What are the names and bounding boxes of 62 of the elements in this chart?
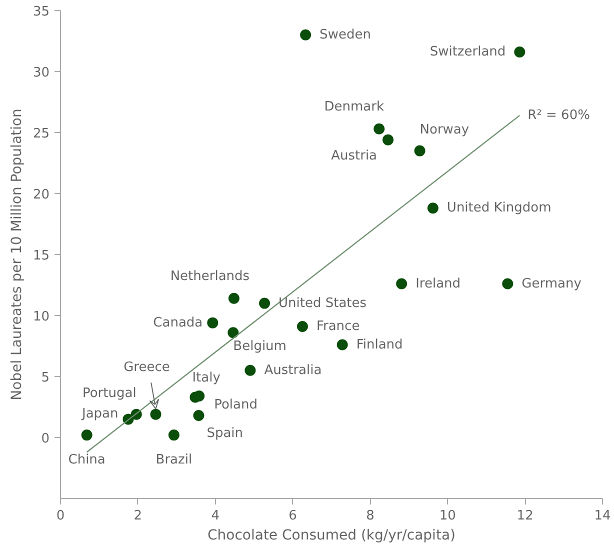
point xyxy=(374,123,385,134)
y-tick-label: 25 xyxy=(32,126,50,142)
point xyxy=(228,292,240,304)
annotation: Netherlands xyxy=(170,268,250,284)
x-tick-label: 6 xyxy=(288,508,297,524)
point xyxy=(207,317,218,328)
annotation: Norway xyxy=(420,122,470,138)
y-tick-label: 5 xyxy=(41,370,50,386)
annotation: China xyxy=(68,452,106,468)
point xyxy=(502,278,514,290)
x-tick-label: 0 xyxy=(56,508,65,524)
y-tick-label: 20 xyxy=(32,188,50,202)
annotation: Japan xyxy=(80,406,118,422)
x-tick-label: 4 xyxy=(211,508,220,524)
point xyxy=(396,278,408,290)
annotation: Ireland xyxy=(416,276,461,292)
point xyxy=(81,430,92,441)
y-tick-label: 15 xyxy=(32,248,50,264)
annotation: Poland xyxy=(214,398,258,413)
point xyxy=(244,364,256,376)
annotation: Austria xyxy=(331,148,378,164)
point xyxy=(414,145,426,156)
annotation: United Kingdom xyxy=(446,200,552,216)
point xyxy=(427,202,438,214)
point xyxy=(193,410,204,422)
point xyxy=(336,339,348,350)
annotation: Brazil xyxy=(156,452,192,468)
point xyxy=(259,298,270,309)
point xyxy=(300,29,312,40)
point xyxy=(228,327,239,338)
point xyxy=(514,46,526,58)
annotation: R² = 60% xyxy=(528,108,590,123)
annotation: Portugal xyxy=(82,386,136,401)
x-tick-label: 8 xyxy=(366,508,374,524)
x-tick-label: 10 xyxy=(439,508,456,524)
annotation: Belgium xyxy=(233,339,286,354)
annotation: Greece xyxy=(124,360,170,375)
y-tick-label: 35 xyxy=(32,4,50,20)
annotation: Spain xyxy=(206,426,244,442)
y-tick-label: 30 xyxy=(32,66,50,80)
annotation: Germany xyxy=(522,276,582,292)
point xyxy=(168,430,180,441)
point xyxy=(150,408,162,420)
annotation: Denmark xyxy=(324,99,384,114)
annotation: Italy xyxy=(192,370,221,386)
point xyxy=(382,134,394,146)
y-tick-label: 10 xyxy=(32,310,50,324)
x-tick-label: 2 xyxy=(134,508,142,524)
x-axis-title: Chocolate Consumed (kg/yr/capita) xyxy=(208,528,456,544)
annotation: United States xyxy=(278,296,367,311)
point xyxy=(296,320,308,332)
annotation: Australia xyxy=(264,362,322,378)
y-axis-title: Nobel Laureates per 10 Million Population xyxy=(8,108,25,400)
annotation: Sweden xyxy=(320,27,371,42)
x-tick-label: 14 xyxy=(594,508,611,524)
x-tick-label: 12 xyxy=(516,508,534,524)
y-tick-label: 0 xyxy=(41,432,50,446)
annotation: Switzerland xyxy=(430,44,506,60)
annotation: France xyxy=(316,318,360,334)
point xyxy=(194,390,205,402)
annotation: Finland xyxy=(356,337,403,352)
annotation: Canada xyxy=(153,315,203,330)
